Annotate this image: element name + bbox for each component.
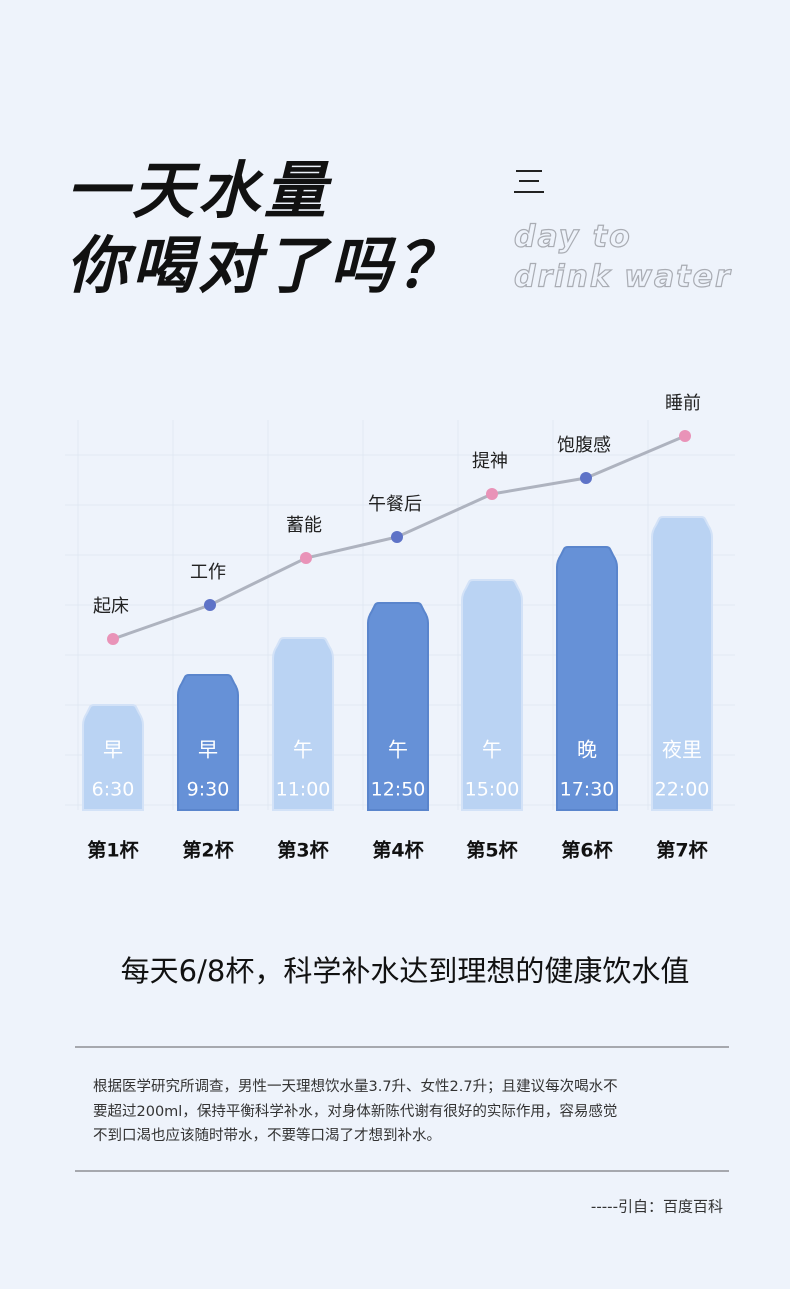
title-line: 你喝对了吗？ bbox=[66, 229, 462, 302]
cup-time: 15:00 bbox=[465, 779, 520, 801]
cup bbox=[272, 637, 334, 811]
trend-dot bbox=[580, 472, 592, 484]
cup-period: 午 bbox=[388, 738, 408, 762]
paragraph-line: 要超过200ml，保持平衡科学补水，对身体新陈代谢有很好的实际作用，容易感觉 bbox=[93, 1102, 617, 1120]
cup bbox=[82, 704, 144, 811]
trend-dot bbox=[391, 531, 403, 543]
cup-label: 第1杯 bbox=[87, 839, 138, 862]
cup-period: 早 bbox=[103, 738, 123, 762]
cup-label: 第3杯 bbox=[277, 839, 328, 862]
cup-period: 午 bbox=[482, 738, 502, 762]
cup-period: 夜里 bbox=[662, 738, 702, 762]
menu-icon bbox=[514, 170, 544, 193]
cup-time: 12:50 bbox=[371, 779, 426, 801]
trend-dot bbox=[486, 488, 498, 500]
cup-time: 22:00 bbox=[655, 779, 710, 801]
cup-label: 第7杯 bbox=[656, 839, 707, 862]
paragraph-line: 不到口渴也应该随时带水，不要等口渴了才想到补水。 bbox=[93, 1126, 441, 1144]
cup-time: 6:30 bbox=[92, 779, 135, 801]
trend-note: 午餐后 bbox=[368, 494, 422, 515]
cups-chart: 早 6:30 第1杯 早 9:30 第2杯 午 11:00 第3杯 午 12:50 第4杯 午 15:00… bbox=[82, 393, 713, 862]
trend-note: 睡前 bbox=[665, 393, 701, 414]
trend-dot bbox=[107, 633, 119, 645]
trend-dot bbox=[204, 599, 216, 611]
cup-period: 晚 bbox=[577, 738, 597, 762]
cup bbox=[461, 579, 523, 811]
tagline: 每天6/8杯，科学补水达到理想的健康饮水值 bbox=[121, 954, 690, 988]
english-line: day to bbox=[514, 220, 632, 255]
trend-dot bbox=[300, 552, 312, 564]
trend-note: 起床 bbox=[93, 596, 129, 617]
cup-period: 早 bbox=[198, 738, 218, 762]
cup-period: 午 bbox=[293, 738, 313, 762]
cup-label: 第2杯 bbox=[182, 839, 233, 862]
cup bbox=[556, 546, 618, 811]
trend-dot bbox=[679, 430, 691, 442]
cup bbox=[177, 674, 239, 811]
title-line: 一天水量 bbox=[66, 154, 333, 227]
cup-time: 11:00 bbox=[276, 779, 331, 801]
trend-note: 提神 bbox=[472, 451, 508, 472]
cup-label: 第6杯 bbox=[561, 839, 612, 862]
paragraph-line: 根据医学研究所调查，男性一天理想饮水量3.7升、女性2.7升；且建议每次喝水不 bbox=[93, 1077, 618, 1095]
cup bbox=[651, 516, 713, 811]
cup-time: 17:30 bbox=[560, 779, 615, 801]
trend-note: 饱腹感 bbox=[557, 435, 611, 456]
english-line: drink water bbox=[514, 260, 732, 295]
trend-note: 蓄能 bbox=[286, 515, 322, 536]
cup-time: 9:30 bbox=[187, 779, 230, 801]
source: -----引自：百度百科 bbox=[591, 1198, 723, 1216]
cup-label: 第4杯 bbox=[372, 839, 423, 862]
cup-label: 第5杯 bbox=[466, 839, 517, 862]
cup bbox=[367, 602, 429, 811]
trend-note: 工作 bbox=[190, 562, 226, 583]
